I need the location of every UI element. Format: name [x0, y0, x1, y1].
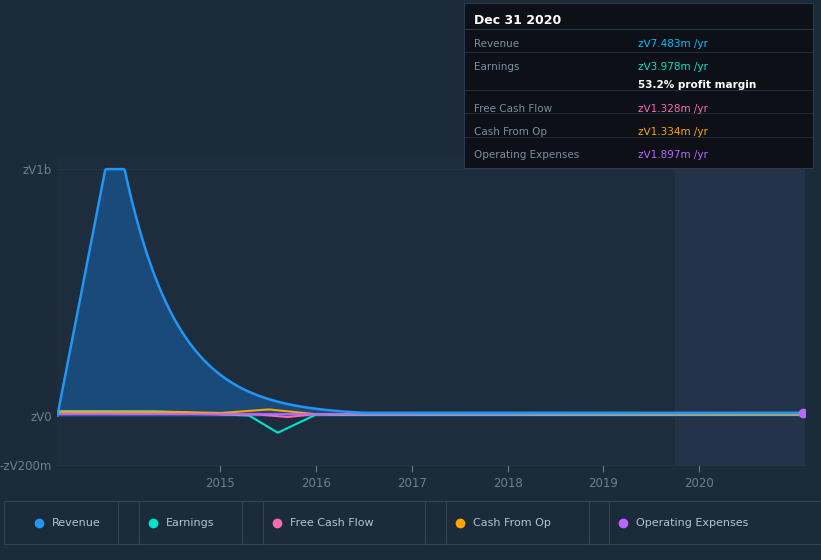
- Text: Free Cash Flow: Free Cash Flow: [290, 518, 374, 528]
- Text: zᐯ1.328m /yr: zᐯ1.328m /yr: [639, 104, 709, 114]
- Text: Operating Expenses: Operating Expenses: [475, 150, 580, 160]
- Text: Cash From Op: Cash From Op: [473, 518, 551, 528]
- Text: Cash From Op: Cash From Op: [475, 127, 548, 137]
- Text: Earnings: Earnings: [475, 62, 520, 72]
- Text: Dec 31 2020: Dec 31 2020: [475, 15, 562, 27]
- Text: zᐯ1.897m /yr: zᐯ1.897m /yr: [639, 150, 709, 160]
- Text: zᐯ7.483m /yr: zᐯ7.483m /yr: [639, 39, 709, 49]
- Text: zᐯ1.334m /yr: zᐯ1.334m /yr: [639, 127, 709, 137]
- Text: Operating Expenses: Operating Expenses: [636, 518, 749, 528]
- Text: Revenue: Revenue: [52, 518, 100, 528]
- Bar: [675, 157, 805, 465]
- Text: 53.2% profit margin: 53.2% profit margin: [639, 81, 757, 91]
- Text: Earnings: Earnings: [166, 518, 214, 528]
- Text: Free Cash Flow: Free Cash Flow: [475, 104, 553, 114]
- Text: zᐯ3.978m /yr: zᐯ3.978m /yr: [639, 62, 709, 72]
- Text: Revenue: Revenue: [475, 39, 520, 49]
